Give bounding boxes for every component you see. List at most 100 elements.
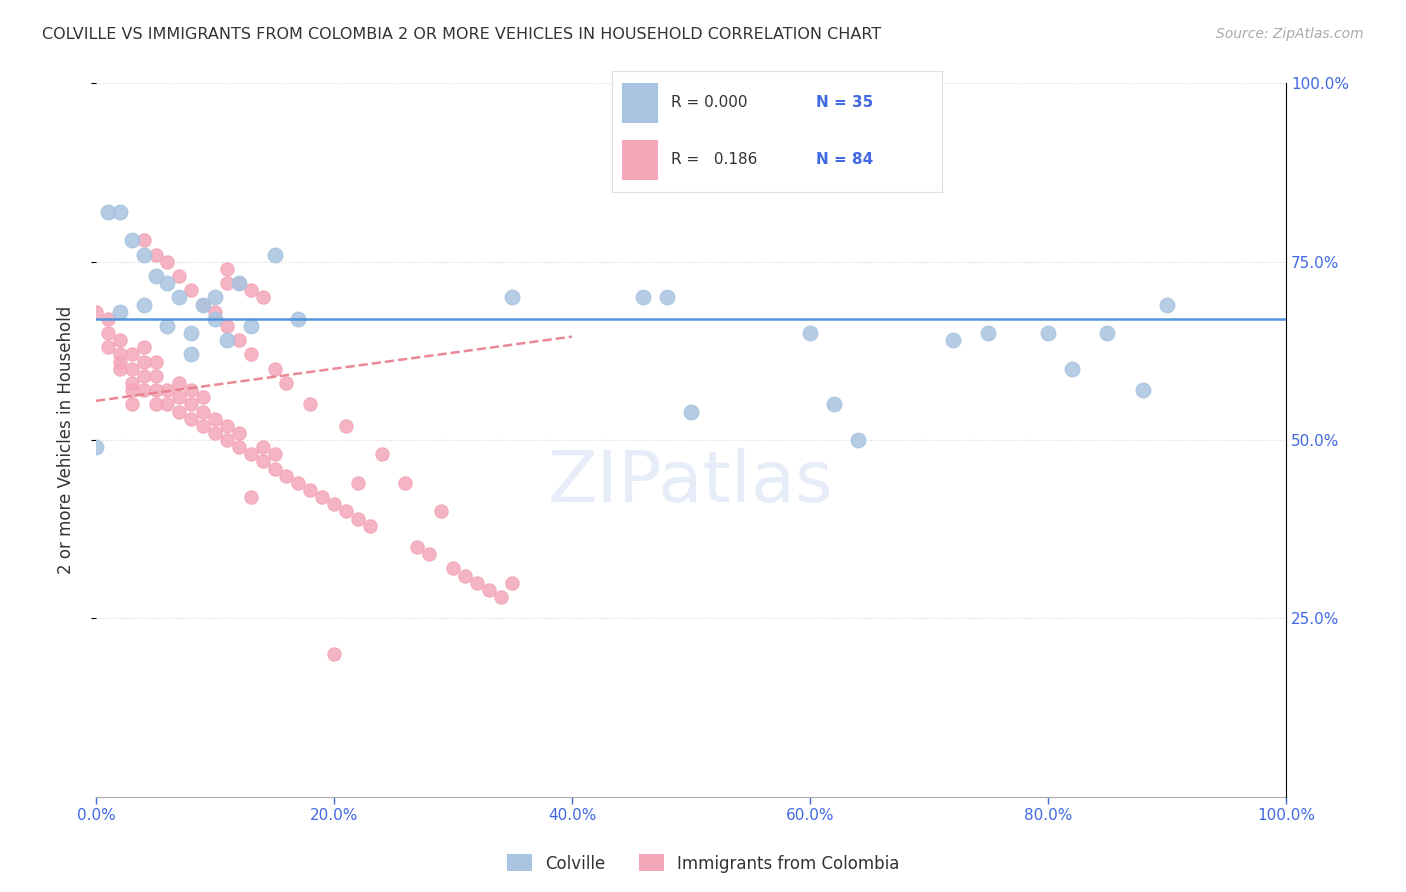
Point [502,575,524,590]
Text: ZIPatlas: ZIPatlas [548,449,834,517]
Point [180,397,202,411]
Point [108,333,131,347]
Point [263,447,285,461]
Point [228,276,250,290]
Point [180,283,202,297]
Text: Source: ZipAtlas.com: Source: ZipAtlas.com [1216,27,1364,41]
Point [252,454,274,468]
Point [97,204,120,219]
Point [191,418,214,433]
Point [394,475,416,490]
Point [215,276,238,290]
Point [169,376,191,390]
Point [156,318,179,333]
Point [287,311,309,326]
Point [1060,361,1083,376]
Text: COLVILLE VS IMMIGRANTS FROM COLOMBIA 2 OR MORE VEHICLES IN HOUSEHOLD CORRELATION: COLVILLE VS IMMIGRANTS FROM COLOMBIA 2 O… [42,27,882,42]
Point [191,404,214,418]
Point [121,233,143,247]
Point [228,440,250,454]
Point [84,304,107,318]
Point [121,397,143,411]
Point [132,383,155,397]
Point [108,361,131,376]
Point [239,490,262,504]
Point [108,304,131,318]
Point [370,447,392,461]
Point [108,354,131,368]
Point [215,333,238,347]
Point [657,290,679,304]
Point [204,304,226,318]
Text: R =   0.186: R = 0.186 [671,152,758,167]
Point [823,397,845,411]
Point [299,483,322,497]
Point [191,390,214,404]
Point [180,347,202,361]
Point [441,561,464,575]
Point [406,540,429,554]
Point [1036,326,1059,340]
Point [121,376,143,390]
Point [132,247,155,261]
Point [252,440,274,454]
Point [108,347,131,361]
Point [239,347,262,361]
Point [180,411,202,425]
Text: R = 0.000: R = 0.000 [671,95,748,111]
Point [204,425,226,440]
Point [97,340,120,354]
Point [121,347,143,361]
Point [204,311,226,326]
Point [121,383,143,397]
Point [132,340,155,354]
Point [145,268,167,283]
Point [239,447,262,461]
Y-axis label: 2 or more Vehicles in Household: 2 or more Vehicles in Household [58,306,75,574]
Point [180,326,202,340]
Point [169,404,191,418]
Bar [621,83,658,123]
Point [263,361,285,376]
Point [145,354,167,368]
Point [465,575,488,590]
Point [97,311,120,326]
Point [478,582,501,597]
Point [108,204,131,219]
Point [323,647,346,661]
Point [97,326,120,340]
Point [276,376,298,390]
Point [846,433,869,447]
Point [169,390,191,404]
Point [239,318,262,333]
Point [145,247,167,261]
Point [799,326,821,340]
Point [156,383,179,397]
Point [418,547,440,561]
Point [359,518,381,533]
Point [215,261,238,276]
Point [145,368,167,383]
Point [489,590,512,604]
Point [430,504,453,518]
Point [679,404,702,418]
Point [145,397,167,411]
Legend: Colville, Immigrants from Colombia: Colville, Immigrants from Colombia [501,847,905,880]
Point [263,461,285,475]
Point [132,233,155,247]
Point [299,397,322,411]
Point [132,368,155,383]
Point [228,333,250,347]
Point [169,268,191,283]
Bar [621,140,658,179]
Point [204,290,226,304]
Point [502,290,524,304]
Point [121,361,143,376]
Point [633,290,655,304]
Point [156,397,179,411]
Point [1097,326,1119,340]
Point [215,418,238,433]
Point [1132,383,1154,397]
Point [346,511,368,525]
Point [1156,297,1178,311]
